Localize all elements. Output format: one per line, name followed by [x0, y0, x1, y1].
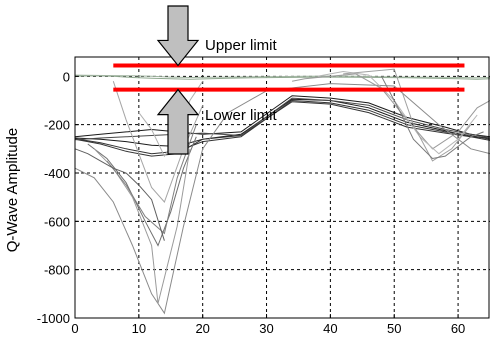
series-line: [74, 74, 490, 79]
series-line: [292, 73, 490, 150]
ticks: 0 10 20 30 40 50 60 -1000 -800 -600 -400 -200 0: [37, 69, 466, 336]
series-line: [74, 101, 490, 157]
x-tick-label: 50: [387, 321, 401, 336]
x-tick-label: 10: [132, 321, 146, 336]
x-tick-label: 0: [71, 321, 78, 336]
series-line: [74, 75, 490, 80]
series-group: [74, 68, 490, 315]
x-tick-label: 20: [195, 321, 209, 336]
series-line: [74, 97, 490, 141]
y-tick-label: -800: [44, 263, 70, 278]
x-tick-label: 60: [451, 321, 465, 336]
grid: [75, 57, 490, 318]
series-line: [74, 83, 490, 315]
series-line: [106, 124, 197, 235]
up-arrow-icon: [156, 88, 200, 155]
limit-lines: [113, 63, 465, 92]
x-tick-label: 30: [259, 321, 273, 336]
series-line: [343, 68, 472, 162]
annotation-arrows: [156, 5, 200, 155]
y-tick-label: 0: [63, 69, 70, 84]
series-line: [74, 148, 165, 241]
down-arrow-icon: [156, 5, 200, 67]
x-tick-label: 40: [323, 321, 337, 336]
series-line: [87, 136, 197, 247]
y-axis-label: Q-Wave Amplitude: [4, 128, 21, 253]
y-tick-label: -200: [44, 118, 70, 133]
series-line: [317, 70, 478, 155]
y-tick-label: -600: [44, 214, 70, 229]
lower-limit-label: Lower limit: [205, 107, 278, 124]
y-tick-label: -400: [44, 166, 70, 181]
plot-frame: [74, 56, 490, 319]
upper-limit-label: Upper limit: [205, 37, 278, 54]
y-tick-label: -1000: [37, 311, 70, 326]
series-line: [381, 76, 484, 160]
